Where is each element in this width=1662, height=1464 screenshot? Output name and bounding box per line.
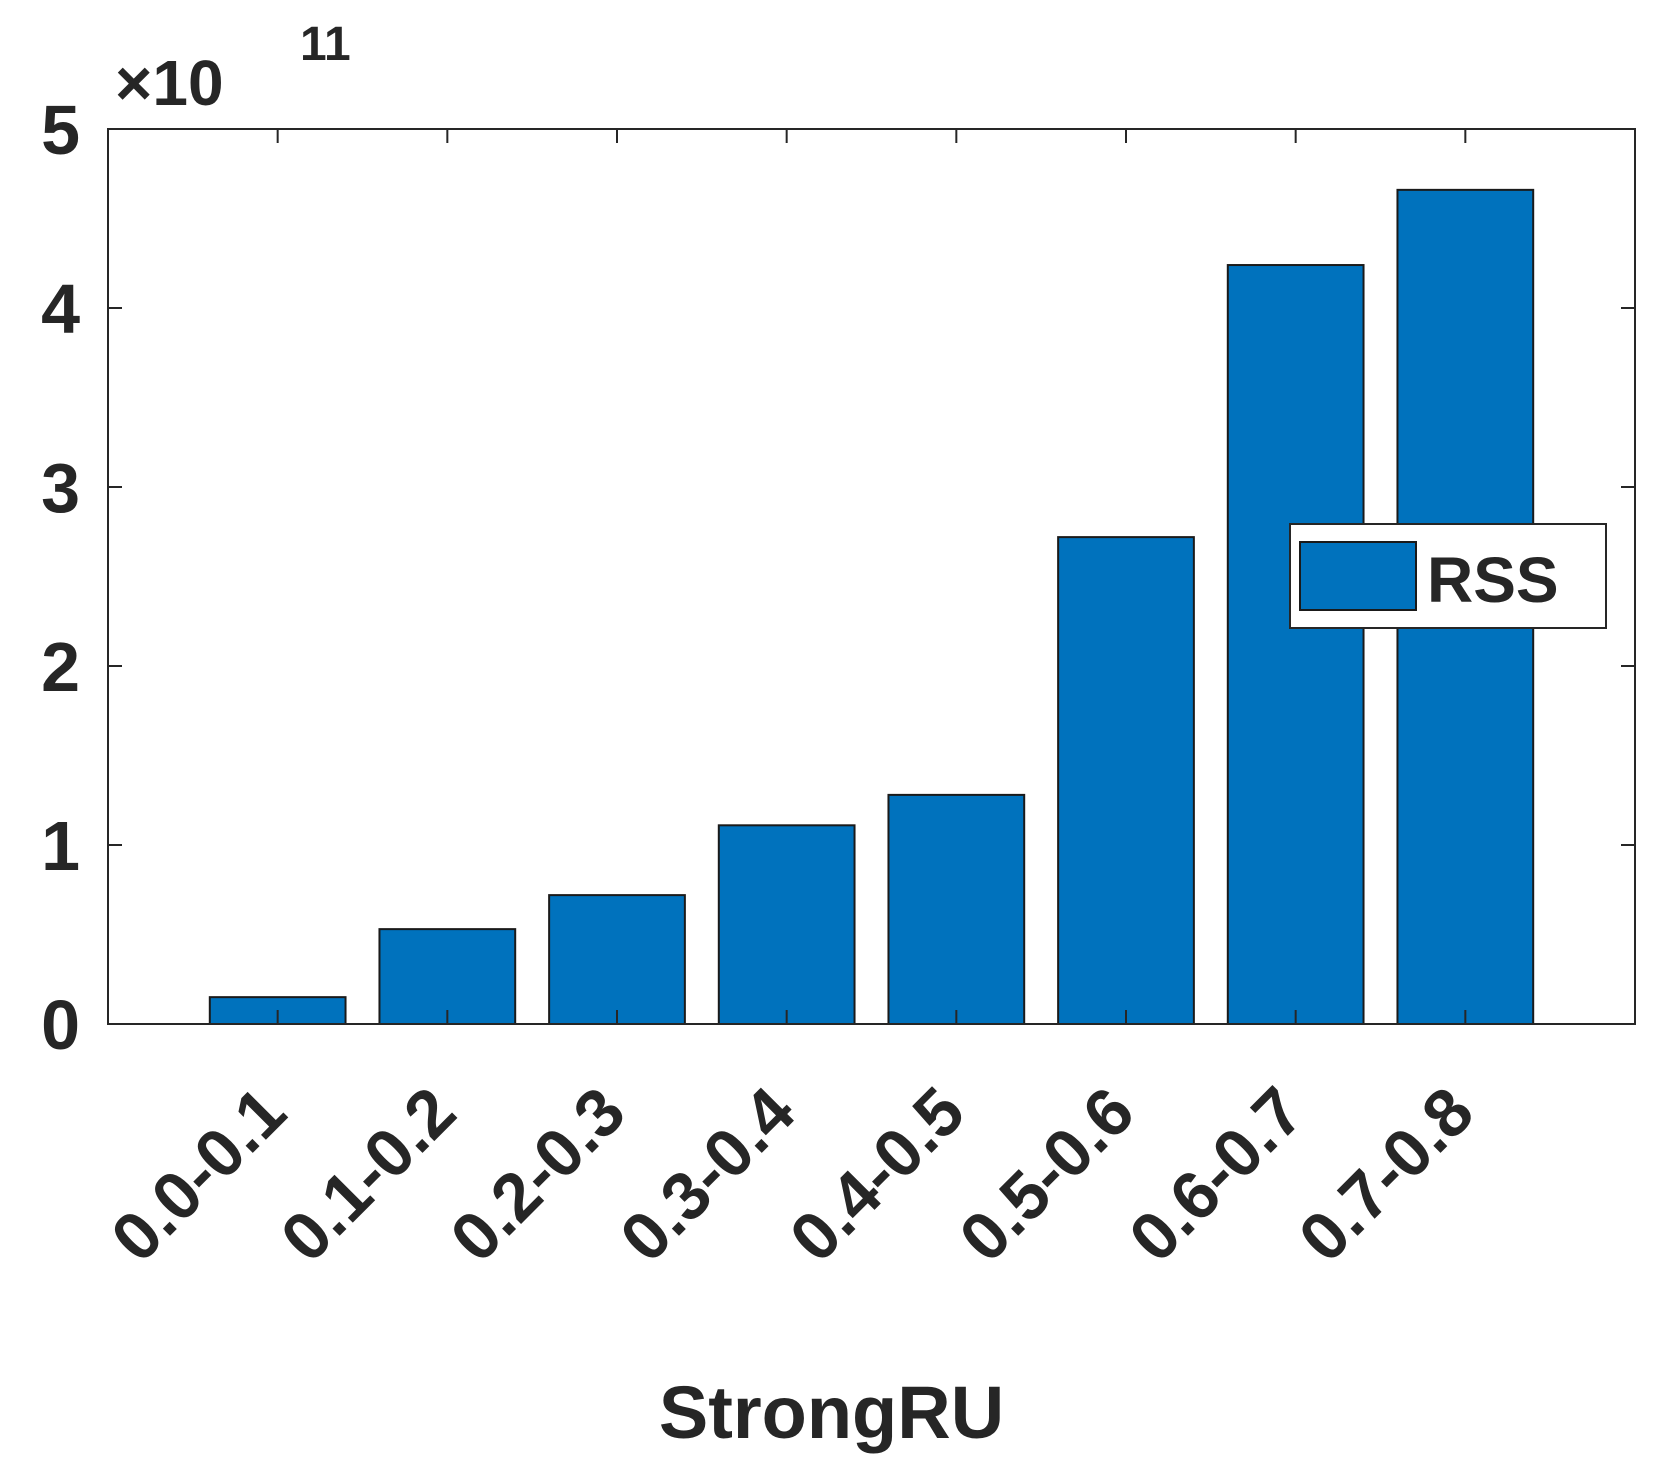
axes-box <box>107 128 1636 1025</box>
y-exponent-power: 11 <box>300 18 351 71</box>
x-tick-label: 0.6-0.7 <box>1115 1073 1318 1276</box>
y-tick-label: 2 <box>41 628 80 706</box>
bars-layer <box>208 188 1535 1026</box>
x-tick-label: 0.5-0.6 <box>945 1073 1148 1276</box>
x-tick-label: 0.4-0.5 <box>776 1073 979 1276</box>
y-tick-label: 1 <box>41 807 80 885</box>
y-exponent-base: ×10 <box>115 47 224 119</box>
legend-swatch <box>1299 541 1417 611</box>
x-tick-label: 0.7-0.8 <box>1285 1073 1488 1276</box>
y-tick-label: 0 <box>41 986 80 1064</box>
legend-label: RSS <box>1427 544 1559 616</box>
axes-layer <box>107 128 1636 1025</box>
y-tick-label: 4 <box>41 270 80 348</box>
x-tick-label: 0.0-0.1 <box>97 1073 300 1276</box>
y-tick-label: 3 <box>41 449 80 527</box>
bar-0.2-0.3 <box>548 894 686 1025</box>
x-tick-label: 0.3-0.4 <box>606 1073 810 1277</box>
bar-0.1-0.2 <box>378 928 517 1026</box>
bar-0.6-0.7 <box>1226 264 1365 1026</box>
bar-0.4-0.5 <box>887 793 1026 1025</box>
bar-0.3-0.4 <box>717 824 856 1025</box>
legend: RSS <box>1289 523 1607 629</box>
x-tick-label: 0.1-0.2 <box>267 1073 470 1276</box>
x-axis-label: StrongRU <box>659 1371 1004 1454</box>
bar-0.5-0.6 <box>1057 536 1195 1025</box>
y-tick-label: 5 <box>41 91 80 169</box>
x-tick-label: 0.2-0.3 <box>436 1073 639 1276</box>
